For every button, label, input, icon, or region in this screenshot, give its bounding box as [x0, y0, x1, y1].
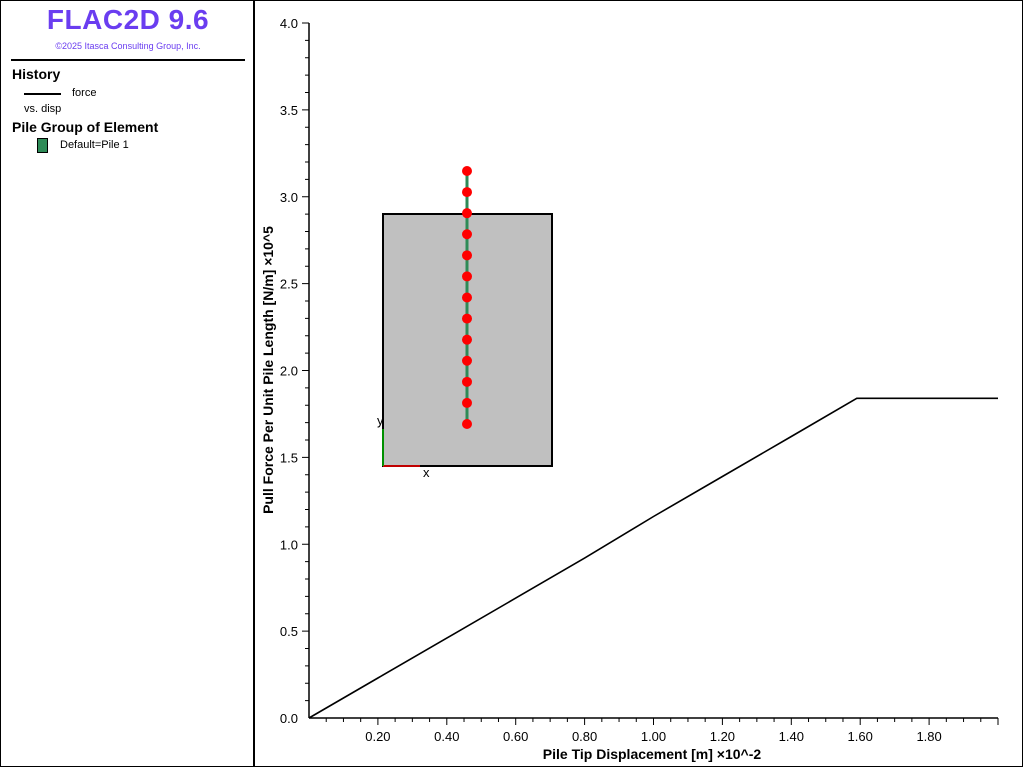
app-title: FLAC2D 9.6 [46, 4, 210, 35]
x-tick-label: 1.60 [848, 729, 873, 744]
pile-node [462, 334, 472, 345]
history-heading: History [12, 66, 61, 82]
force-series-line [308, 397, 998, 719]
history-vs-label: vs. disp [24, 103, 62, 115]
pile-node [462, 166, 472, 176]
y-tick-label: 3.0 [280, 190, 298, 205]
x-tick-label: 0.20 [365, 729, 390, 744]
y-tick-label: 0.5 [280, 624, 298, 639]
y-tick-label: 2.5 [280, 277, 298, 292]
x-tick-label: 1.20 [710, 729, 735, 744]
y-tick-label: 0.0 [280, 711, 298, 726]
group-heading: Pile Group of Element [12, 119, 159, 135]
pile-node [462, 229, 472, 240]
pile-node [462, 187, 472, 198]
y-tick-label: 4.0 [280, 16, 298, 31]
y-axis-title: Pull Force Per Unit Pile Length [N/m] ×1… [260, 226, 276, 514]
x-axis-title: Pile Tip Displacement [m] ×10^-2 [543, 746, 762, 762]
copyright-text: ©2025 Itasca Consulting Group, Inc. [55, 41, 201, 51]
y-tick-label: 3.5 [280, 103, 298, 118]
pile-node [462, 292, 472, 303]
title-divider [11, 59, 245, 61]
x-tick-label: 1.80 [916, 729, 941, 744]
pile-color-swatch [37, 138, 48, 153]
pile-node [462, 419, 472, 429]
pile-node [462, 208, 472, 219]
inset-y-label: y [377, 413, 384, 428]
x-tick-label: 1.40 [779, 729, 804, 744]
x-tick-label: 1.00 [641, 729, 666, 744]
x-tick-label: 0.40 [434, 729, 459, 744]
pile-node [462, 355, 472, 366]
model-inset: x y [377, 166, 553, 480]
legend-panel: FLAC2D 9.6 ©2025 Itasca Consulting Group… [1, 1, 255, 766]
x-tick-label: 0.60 [503, 729, 528, 744]
x-tick-label: 0.80 [572, 729, 597, 744]
group-item-label: Default=Pile 1 [60, 139, 129, 151]
history-line-swatch [24, 93, 61, 95]
y-tick-label: 1.5 [280, 450, 298, 465]
pile-node [462, 250, 472, 261]
pile-node [462, 397, 472, 408]
pile-node [462, 376, 472, 387]
y-tick-label: 2.0 [280, 364, 298, 379]
y-tick-label: 1.0 [280, 537, 298, 552]
pile-node [462, 271, 472, 282]
history-series-label: force [72, 87, 97, 99]
inset-x-label: x [423, 465, 430, 480]
pile-node [462, 313, 472, 324]
